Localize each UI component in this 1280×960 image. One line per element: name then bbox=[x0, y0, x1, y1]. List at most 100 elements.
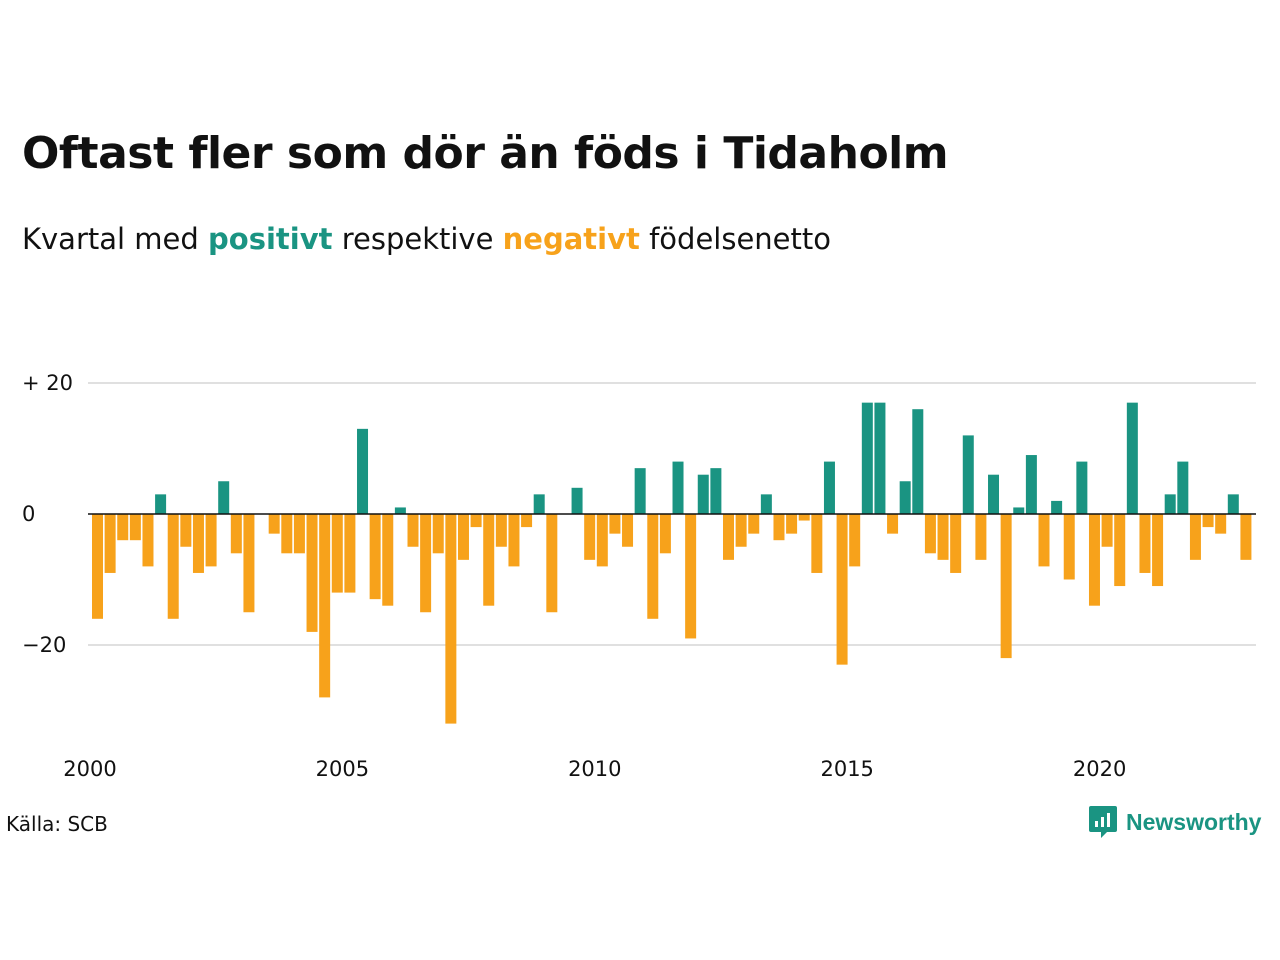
bar bbox=[457, 514, 469, 560]
subtitle-negative-label: negativt bbox=[502, 222, 640, 256]
bar bbox=[760, 494, 772, 514]
subtitle-text-start: Kvartal med bbox=[22, 222, 199, 256]
subtitle-positive-label: positivt bbox=[208, 222, 333, 256]
bar bbox=[1202, 514, 1214, 528]
bar bbox=[1088, 514, 1100, 606]
bar bbox=[1152, 514, 1164, 587]
bar bbox=[167, 514, 179, 619]
y-tick-label: 0 bbox=[22, 502, 35, 526]
newsworthy-logo: Newsworthy bbox=[1088, 804, 1261, 840]
bar bbox=[584, 514, 596, 560]
x-tick-label: 2015 bbox=[820, 757, 873, 781]
bar bbox=[483, 514, 495, 606]
bar bbox=[470, 514, 482, 528]
bar bbox=[1189, 514, 1201, 560]
bar bbox=[1114, 514, 1126, 587]
chart-subtitle: Kvartal med positivt respektive negativt… bbox=[22, 222, 831, 256]
bar bbox=[230, 514, 242, 554]
bar bbox=[319, 514, 331, 698]
bar bbox=[268, 514, 280, 534]
bar bbox=[306, 514, 318, 632]
bar bbox=[142, 514, 154, 567]
bar bbox=[723, 514, 734, 560]
bar bbox=[988, 474, 1000, 514]
brand-name: Newsworthy bbox=[1126, 808, 1262, 835]
bar bbox=[1013, 507, 1025, 514]
bar bbox=[1038, 514, 1050, 567]
bar bbox=[849, 514, 861, 567]
y-tick-label: + 20 bbox=[22, 371, 73, 395]
subtitle-text-middle: respektive bbox=[341, 222, 494, 256]
bar bbox=[697, 474, 709, 514]
bar bbox=[117, 514, 129, 541]
bar bbox=[1101, 514, 1113, 547]
bar bbox=[1126, 402, 1138, 514]
bar bbox=[823, 461, 835, 514]
bar bbox=[1240, 514, 1252, 560]
bar bbox=[521, 514, 533, 528]
x-tick-label: 2020 bbox=[1073, 757, 1126, 781]
bar bbox=[129, 514, 141, 541]
bar bbox=[155, 494, 167, 514]
bar bbox=[1139, 514, 1151, 573]
bar bbox=[1025, 455, 1037, 514]
newsworthy-logo-icon bbox=[1089, 806, 1117, 838]
bar bbox=[596, 514, 608, 567]
x-tick-label: 2010 bbox=[568, 757, 621, 781]
bar bbox=[773, 514, 785, 541]
bar bbox=[180, 514, 192, 547]
bar bbox=[1063, 514, 1075, 580]
bar bbox=[798, 514, 810, 521]
bar bbox=[622, 514, 634, 547]
bar bbox=[1227, 494, 1239, 514]
bar bbox=[975, 514, 987, 560]
bar bbox=[293, 514, 305, 554]
subtitle-text-end: födelsenetto bbox=[649, 222, 831, 256]
bar bbox=[924, 514, 936, 554]
bar bbox=[104, 514, 116, 573]
bar bbox=[609, 514, 621, 534]
bar bbox=[950, 514, 962, 573]
bar bbox=[281, 514, 293, 554]
bar bbox=[811, 514, 823, 573]
bar bbox=[874, 402, 886, 514]
bar bbox=[571, 487, 583, 514]
bar bbox=[1051, 500, 1063, 514]
bar bbox=[533, 494, 545, 514]
bar bbox=[432, 514, 444, 554]
bar bbox=[861, 402, 873, 514]
bar bbox=[331, 514, 343, 593]
source-note: Källa: SCB bbox=[6, 812, 108, 836]
x-tick-label: 2005 bbox=[316, 757, 369, 781]
y-tick-label: −20 bbox=[22, 633, 66, 657]
bar bbox=[899, 481, 911, 514]
bar bbox=[735, 514, 747, 547]
bar bbox=[710, 468, 722, 514]
bar bbox=[748, 514, 760, 534]
bar bbox=[1215, 514, 1227, 534]
bar bbox=[1177, 461, 1189, 514]
bar bbox=[495, 514, 507, 547]
bar bbox=[836, 514, 848, 665]
bar bbox=[1076, 461, 1088, 514]
bar bbox=[394, 507, 406, 514]
bar bbox=[685, 514, 697, 639]
bar bbox=[92, 514, 103, 619]
bar bbox=[407, 514, 419, 547]
bar bbox=[672, 461, 684, 514]
bar bbox=[243, 514, 255, 613]
x-tick-label: 2000 bbox=[63, 757, 116, 781]
bar bbox=[1000, 514, 1012, 659]
bar bbox=[937, 514, 949, 560]
bar bbox=[634, 468, 646, 514]
bar bbox=[659, 514, 671, 554]
bar bbox=[647, 514, 659, 619]
bar bbox=[1164, 494, 1176, 514]
bar bbox=[218, 481, 230, 514]
bar bbox=[382, 514, 394, 606]
bar bbox=[205, 514, 217, 567]
bar bbox=[420, 514, 432, 613]
bar bbox=[508, 514, 520, 567]
bar bbox=[369, 514, 381, 600]
bar bbox=[192, 514, 204, 573]
